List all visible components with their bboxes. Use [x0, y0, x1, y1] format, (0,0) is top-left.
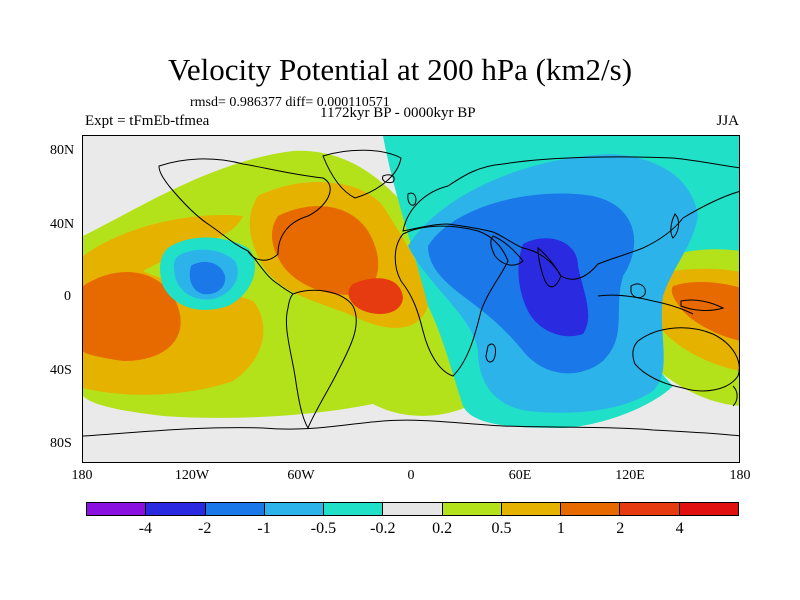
colorbar-label: 0.2: [432, 520, 453, 537]
positive-field-west-pacific-core: [671, 282, 739, 341]
colorbar-label: -1: [257, 520, 271, 537]
negative-field-indian-ocean-core: [518, 238, 589, 337]
colorbar-segment: [324, 503, 384, 515]
lat-label-40n: 40N: [50, 217, 75, 232]
coast-africa: [394, 225, 509, 377]
coast-greenland: [322, 149, 402, 199]
colorbar-label: -4: [138, 520, 153, 537]
coast-borneo: [630, 283, 646, 299]
coast-central-america: [247, 250, 294, 295]
period-label: 1172kyr BP - 0000kyr BP: [320, 105, 476, 121]
colorbar-segment: [146, 503, 206, 515]
lon-label-60e: 60E: [508, 468, 532, 483]
colorbar-segment: [383, 503, 443, 515]
colorbar-label: 4: [675, 520, 684, 537]
colorbar-label: 2: [616, 520, 625, 537]
coast-arabia: [490, 235, 524, 266]
coast-antarctica: [83, 419, 739, 437]
lat-label-80n: 80N: [50, 143, 75, 158]
lat-label-0: 0: [64, 289, 71, 304]
coast-japan: [670, 213, 680, 239]
coastlines: [83, 149, 739, 437]
coast-new-zealand: [732, 385, 738, 407]
lon-label-60w: 60W: [287, 468, 315, 483]
colorbar-label: -0.5: [310, 520, 337, 537]
lon-label-120e: 120E: [615, 468, 645, 483]
coast-south-america: [285, 289, 357, 430]
stats-text: rmsd= 0.986377 diff= 0.000110571: [190, 95, 390, 110]
colorbar-segment: [205, 503, 265, 515]
map-title: Velocity Potential at 200 hPa (km2/s): [167, 52, 633, 87]
colorbar-label: -0.2: [370, 520, 396, 537]
lon-label-0: 0: [407, 468, 415, 483]
coast-indonesia: [597, 294, 694, 315]
colorbar-label: 0.5: [491, 520, 512, 537]
positive-field-central-pacific: [83, 272, 181, 361]
lat-label-40s: 40S: [50, 363, 72, 378]
season-label: JJA: [716, 113, 739, 129]
colorbar-segment: [87, 503, 147, 515]
colorbar-segment: [620, 503, 680, 515]
colorbar-label: -2: [198, 520, 212, 537]
lon-label-180e: 180: [729, 468, 751, 483]
colorbar-segment: [264, 503, 325, 515]
coast-madagascar: [485, 343, 496, 363]
colorbar-segment: [501, 503, 562, 515]
lat-label-80s: 80S: [50, 436, 72, 451]
positive-field-atlantic-inner: [271, 206, 379, 295]
lon-label-180w: 180: [71, 468, 93, 483]
negative-fields: [160, 136, 739, 428]
map-frame: [82, 135, 740, 463]
velocity-potential-map: [83, 136, 739, 437]
coast-north-america: [158, 158, 331, 261]
experiment-label: Expt = tFmEb-tfmea: [85, 113, 210, 129]
colorbar-segment: [442, 503, 502, 515]
colorbar-label: 1: [556, 520, 565, 537]
coast-iceland: [382, 174, 395, 184]
lon-label-120w: 120W: [174, 468, 210, 483]
coast-eurasia: [402, 156, 739, 280]
colorbar-segment: [679, 503, 738, 515]
coast-australia: [632, 327, 739, 392]
coast-new-guinea: [680, 299, 725, 311]
negative-field-east-pacific-core: [189, 261, 226, 295]
colorbar: [86, 502, 739, 516]
coast-india: [537, 246, 562, 288]
positive-field-atlantic-core: [348, 278, 403, 314]
colorbar-segment: [561, 503, 621, 515]
coast-uk: [407, 192, 417, 206]
